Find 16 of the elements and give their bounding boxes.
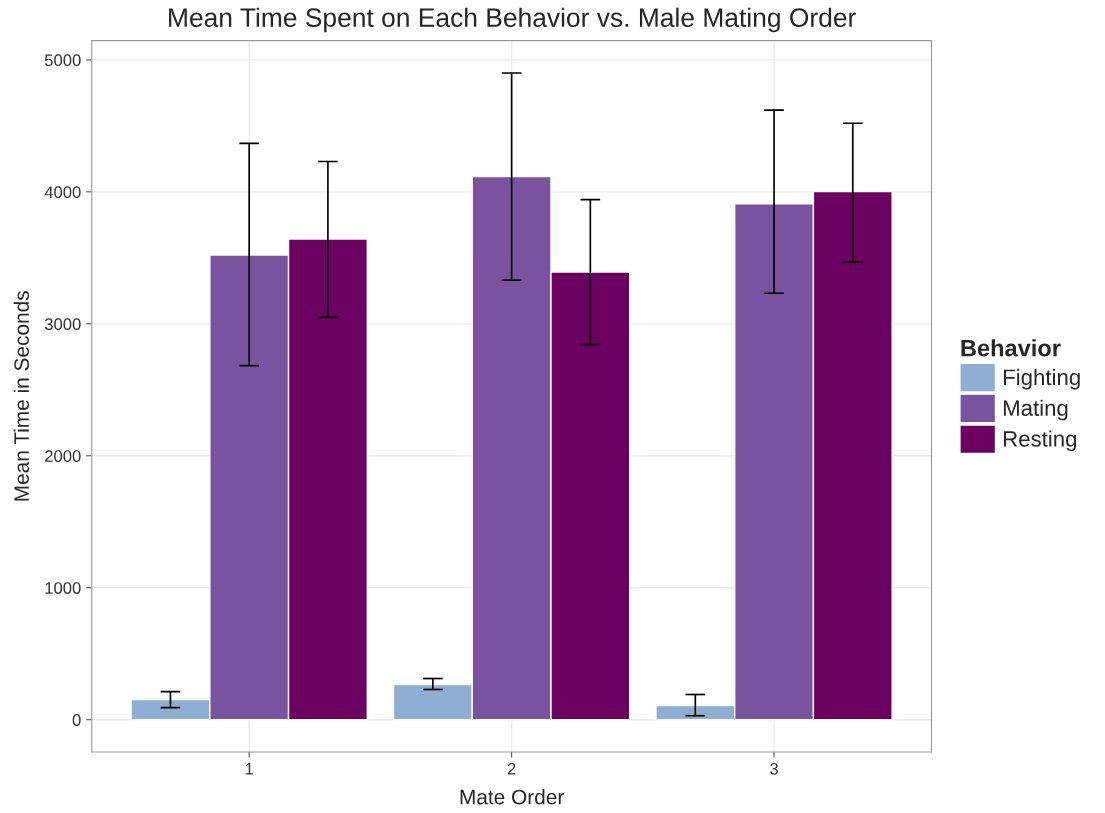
y-tick-label: 0 (72, 714, 81, 726)
y-axis-title: Mean Time in Seconds (13, 291, 29, 501)
y-tick-label: 4000 (44, 186, 81, 199)
legend-title: Behavior (961, 339, 1061, 357)
x-tick-label: 1 (245, 763, 253, 775)
legend-label: Fighting (1003, 368, 1080, 390)
y-tick-label: 5000 (44, 54, 81, 67)
legend-label: Mating (1003, 399, 1068, 421)
y-tick-label: 3000 (44, 318, 81, 331)
x-tick-label: 2 (507, 762, 516, 775)
y-tick-label: 1000 (45, 582, 81, 594)
x-tick-label: 3 (770, 762, 778, 775)
x-axis-title: Mate Order (460, 789, 564, 805)
legend-label: Resting (1003, 430, 1077, 452)
y-tick-label: 2000 (45, 450, 81, 462)
chart-title: Mean Time Spent on Each Behavior vs. Male Mating Order (169, 7, 856, 33)
